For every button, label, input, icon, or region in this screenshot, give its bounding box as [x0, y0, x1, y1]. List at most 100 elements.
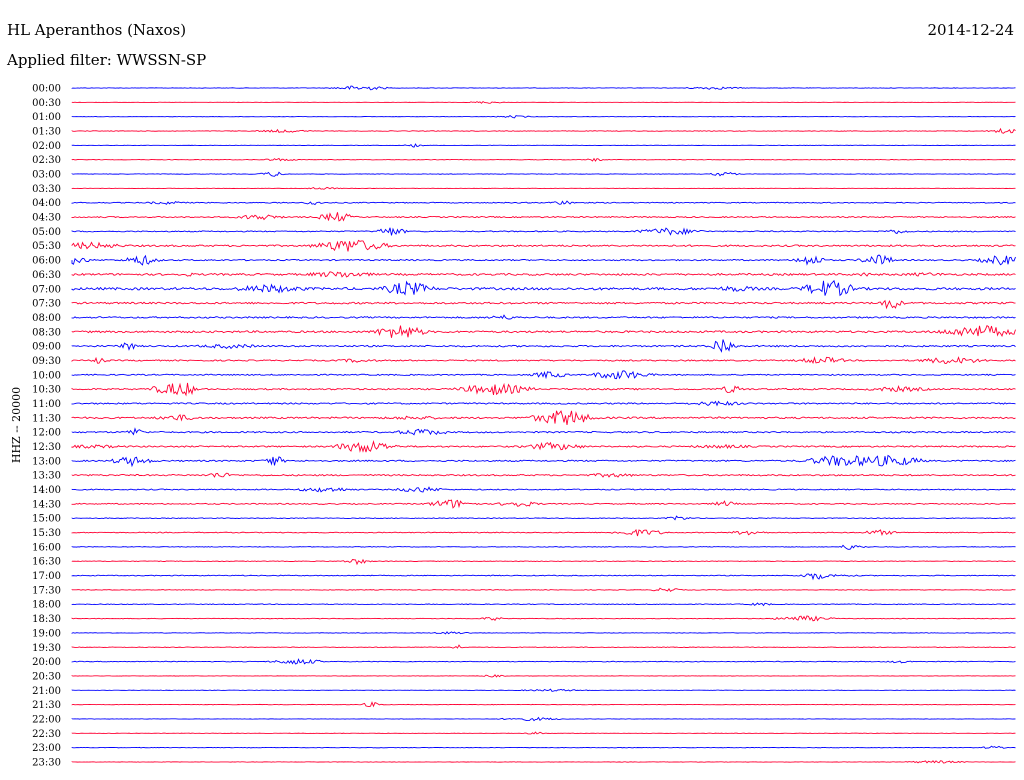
filter-label: Applied filter: WWSSN-SP — [7, 51, 207, 69]
trace-row — [71, 212, 1016, 222]
trace-row — [71, 370, 1016, 380]
trace-row — [71, 658, 1016, 665]
row-time-label: 10:30 — [32, 385, 61, 396]
trace-row — [71, 239, 1016, 252]
row-time-label: 13:30 — [32, 471, 61, 482]
trace-row — [71, 731, 1016, 735]
trace-row — [71, 127, 1016, 134]
row-time-label: 15:00 — [32, 514, 61, 525]
trace-row — [71, 701, 1016, 708]
trace-row — [71, 382, 1016, 397]
trace-row — [71, 100, 1016, 104]
trace-row — [71, 544, 1016, 550]
row-time-label: 16:30 — [32, 557, 61, 568]
time-tick-labels: 00:00 00:30 01:00 01:30 02:00 02:30 03:00 03:30… — [32, 84, 61, 769]
trace-row — [71, 279, 1016, 297]
trace-row — [71, 410, 1016, 426]
row-time-label: 23:00 — [32, 743, 61, 754]
row-time-label: 17:30 — [32, 585, 61, 596]
row-time-label: 11:00 — [32, 399, 61, 410]
trace-row — [71, 558, 1016, 566]
trace-row — [71, 688, 1016, 692]
trace-row — [71, 454, 1016, 468]
trace-row — [71, 486, 1016, 493]
trace-row — [71, 85, 1016, 91]
row-time-label: 03:30 — [32, 184, 61, 195]
row-time-label: 09:00 — [32, 342, 61, 353]
trace-row — [71, 745, 1016, 749]
row-time-label: 00:00 — [32, 84, 61, 95]
row-time-label: 01:30 — [32, 127, 61, 138]
row-time-label: 08:30 — [32, 327, 61, 338]
trace-row — [71, 587, 1016, 593]
row-time-label: 17:00 — [32, 571, 61, 582]
row-time-label: 21:00 — [32, 686, 61, 697]
row-time-label: 19:30 — [32, 643, 61, 654]
row-time-label: 06:30 — [32, 270, 61, 281]
row-time-label: 07:00 — [32, 284, 61, 295]
trace-row — [71, 200, 1016, 206]
row-time-label: 04:30 — [32, 213, 61, 224]
trace-row — [71, 440, 1016, 453]
row-time-label: 22:00 — [32, 714, 61, 725]
row-time-label: 12:00 — [32, 428, 61, 439]
seismic-traces — [71, 85, 1016, 764]
row-time-label: 08:00 — [32, 313, 61, 324]
trace-row — [71, 254, 1016, 266]
row-time-label: 00:30 — [32, 98, 61, 109]
trace-row — [71, 674, 1016, 678]
trace-row — [71, 760, 1016, 764]
row-time-label: 13:00 — [32, 456, 61, 467]
trace-row — [71, 227, 1016, 236]
row-time-label: 06:00 — [32, 256, 61, 267]
row-time-label: 01:00 — [32, 112, 61, 123]
row-time-label: 14:00 — [32, 485, 61, 496]
trace-row — [71, 314, 1016, 320]
row-time-label: 05:00 — [32, 227, 61, 238]
trace-row — [71, 602, 1016, 607]
trace-row — [71, 356, 1016, 365]
row-time-label: 16:00 — [32, 542, 61, 553]
row-time-label: 18:30 — [32, 614, 61, 625]
row-time-label: 09:30 — [32, 356, 61, 367]
row-time-label: 20:30 — [32, 671, 61, 682]
station-title: HL Aperanthos (Naxos) — [7, 21, 187, 39]
row-time-label: 14:30 — [32, 499, 61, 510]
row-time-label: 07:30 — [32, 299, 61, 310]
date-label: 2014-12-24 — [927, 21, 1014, 39]
row-time-label: 05:30 — [32, 241, 61, 252]
trace-row — [71, 472, 1016, 478]
trace-row — [71, 271, 1016, 278]
row-time-label: 11:30 — [32, 413, 61, 424]
trace-row — [71, 427, 1016, 436]
trace-row — [71, 171, 1016, 177]
row-time-label: 15:30 — [32, 528, 61, 539]
trace-row — [71, 499, 1016, 509]
trace-row — [71, 644, 1016, 649]
trace-row — [71, 716, 1016, 722]
row-time-label: 19:00 — [32, 628, 61, 639]
row-time-label: 18:00 — [32, 600, 61, 611]
trace-row — [71, 515, 1016, 521]
trace-row — [71, 573, 1016, 581]
trace-row — [71, 325, 1016, 338]
trace-row — [71, 631, 1016, 635]
row-time-label: 04:00 — [32, 198, 61, 209]
row-time-label: 23:30 — [32, 757, 61, 768]
trace-row — [71, 157, 1016, 162]
trace-row — [71, 299, 1016, 310]
trace-row — [71, 615, 1016, 622]
row-time-label: 10:00 — [32, 370, 61, 381]
trace-row — [71, 143, 1016, 148]
trace-row — [71, 528, 1016, 537]
row-time-label: 02:00 — [32, 141, 61, 152]
row-time-label: 02:30 — [32, 155, 61, 166]
row-time-label: 20:00 — [32, 657, 61, 668]
trace-row — [71, 339, 1016, 353]
row-time-label: 12:30 — [32, 442, 61, 453]
row-time-label: 03:00 — [32, 170, 61, 181]
row-time-label: 22:30 — [32, 729, 61, 740]
trace-row — [71, 115, 1016, 119]
trace-row — [71, 400, 1016, 407]
